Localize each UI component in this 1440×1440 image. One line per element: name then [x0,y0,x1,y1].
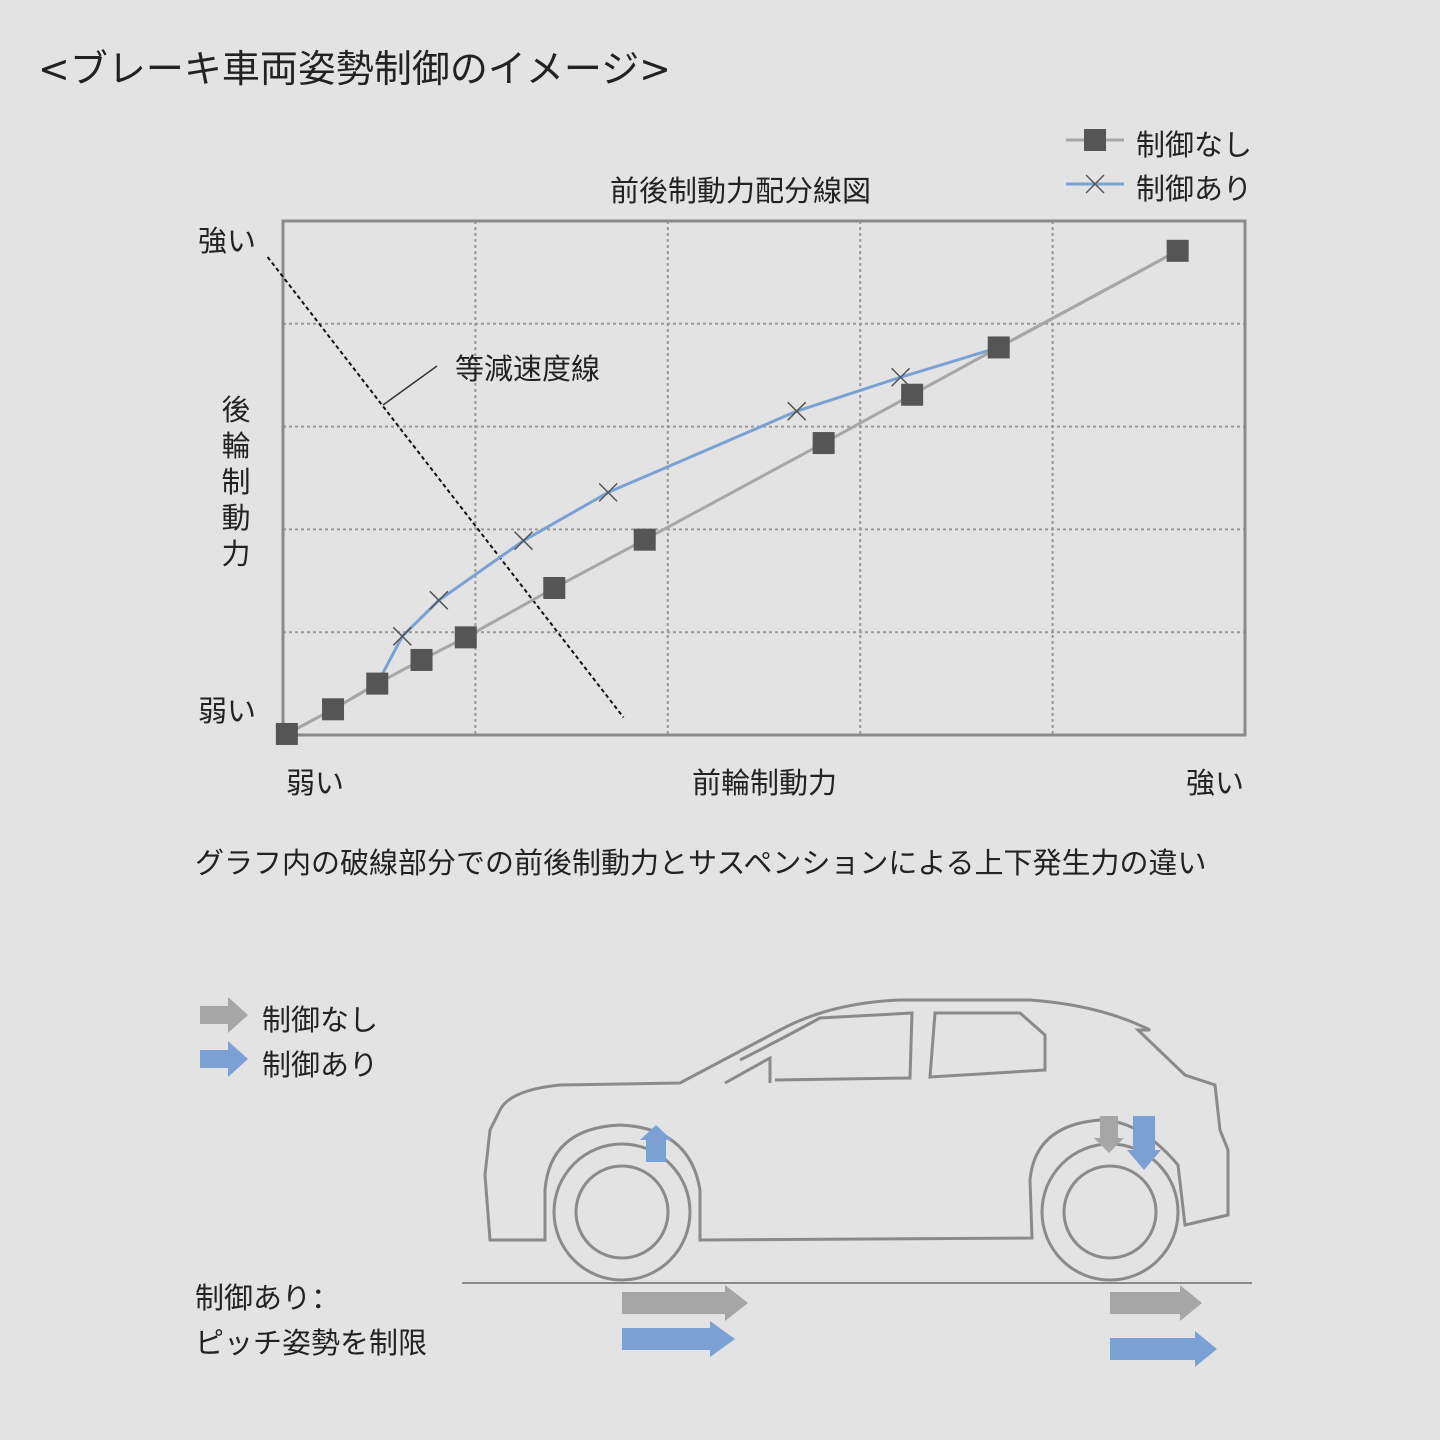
data-point-control [787,401,807,421]
chart-title: 前後制動力配分線図 [610,174,872,208]
rear-force-no-control [1110,1285,1202,1321]
front-wheel [574,1164,670,1260]
data-point-no-control [543,576,566,599]
front-lift-arrow [640,1125,672,1162]
data-point-control [429,590,449,610]
data-point-no-control [275,722,298,745]
legend-marker-no-control [1084,129,1106,151]
legend-label-control: 制御あり [1136,172,1253,206]
front-force-no-control [622,1285,748,1321]
data-point-control [513,531,534,551]
force-arrows [622,1116,1217,1367]
data-point-no-control [901,383,924,406]
note-line-2: ピッチ姿勢を制限 [195,1326,428,1360]
rear-tire [1040,1142,1180,1282]
data-point-control [891,367,911,387]
y-tick-weak: 弱い [198,694,257,728]
wheels [552,1142,1180,1282]
page-title: <ブレーキ車両姿勢制御のイメージ> [38,47,671,91]
annotation-label: 等減速度線 [455,352,601,386]
y-axis-label: 後輪制動力 [221,393,251,571]
data-point-no-control [812,432,835,455]
data-point-no-control [322,698,345,721]
arrow-icon [200,1041,248,1077]
data-point-no-control [1166,239,1189,262]
note-line-1: 制御あり： [195,1281,341,1315]
front-force-control [622,1321,735,1357]
data-point-control [392,626,412,646]
x-tick-strong: 強い [1186,766,1245,800]
data-point-no-control [633,528,656,551]
arrow-icon [200,997,248,1033]
rear-squat-arrow-control [1127,1116,1161,1170]
equal-deceleration-line [266,256,625,719]
legend-label-no-control: 制御なし [1136,128,1253,162]
rear-squat-arrow-no-control [1094,1116,1124,1153]
lower-legend-no-control: 制御なし [262,1003,379,1037]
data-point-no-control [366,672,389,695]
lower-legend-control: 制御あり [262,1048,379,1082]
caption: グラフ内の破線部分での前後制動力とサスペンションによる上下発生力の違い [195,846,1207,880]
data-point-control [598,482,618,502]
x-axis-label: 前輪制動力 [692,766,838,800]
front-tire [552,1142,692,1282]
lower-legend-arrows [200,997,248,1077]
data-point-no-control [987,336,1010,359]
y-tick-strong: 強い [198,224,257,258]
legend-marker-control [1085,174,1105,194]
data-point-no-control [410,648,433,671]
x-tick-weak: 弱い [286,766,345,800]
annotation-leader [382,365,438,406]
rear-force-control [1110,1331,1217,1367]
rear-wheel [1062,1164,1158,1260]
plot-frame [281,219,1247,737]
data-point-no-control [454,626,477,649]
